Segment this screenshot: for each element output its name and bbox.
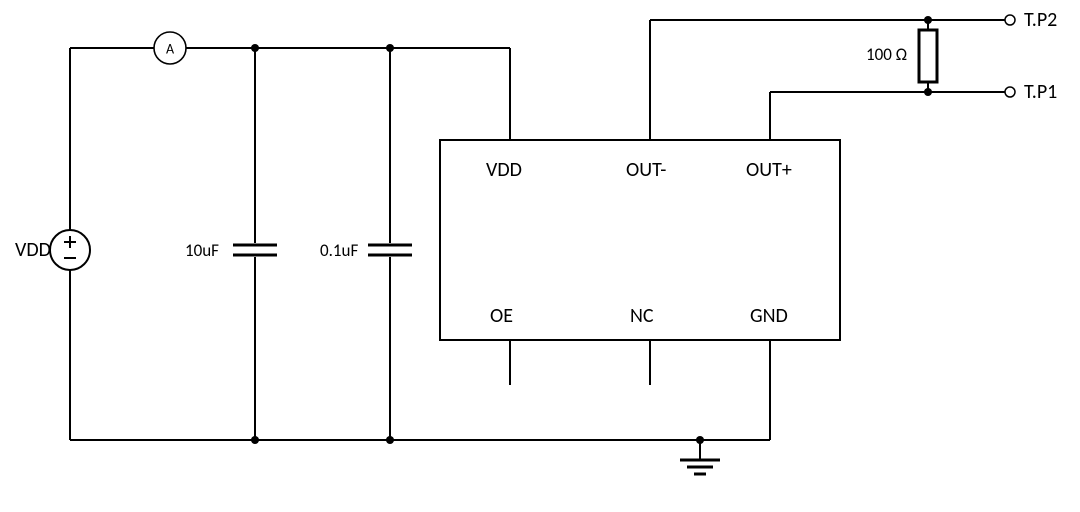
pin-label-out+: OUT+ (746, 158, 792, 182)
junction-node (696, 436, 704, 444)
ammeter-letter: A (166, 41, 175, 58)
vdd-label: VDD (15, 238, 51, 262)
tp-label-1: T.P1 (1024, 80, 1057, 104)
resistor-body (919, 30, 937, 82)
cap-label: 0.1uF (320, 240, 358, 261)
cap-label: 10uF (185, 240, 219, 261)
terminal (1005, 87, 1015, 97)
pin-label-out-: OUT- (626, 158, 666, 182)
tp-label-0: T.P2 (1024, 8, 1057, 32)
pin-label-vdd: VDD (486, 158, 522, 182)
junction-node (924, 16, 932, 24)
resistor-label: 100 Ω (866, 44, 907, 65)
junction-node (251, 44, 259, 52)
pin-label-nc: NC (630, 304, 654, 328)
pin-label-oe: OE (490, 304, 513, 328)
terminal (1005, 15, 1015, 25)
pin-label-gnd: GND (750, 304, 788, 328)
junction-node (386, 44, 394, 52)
junction-node (924, 88, 932, 96)
